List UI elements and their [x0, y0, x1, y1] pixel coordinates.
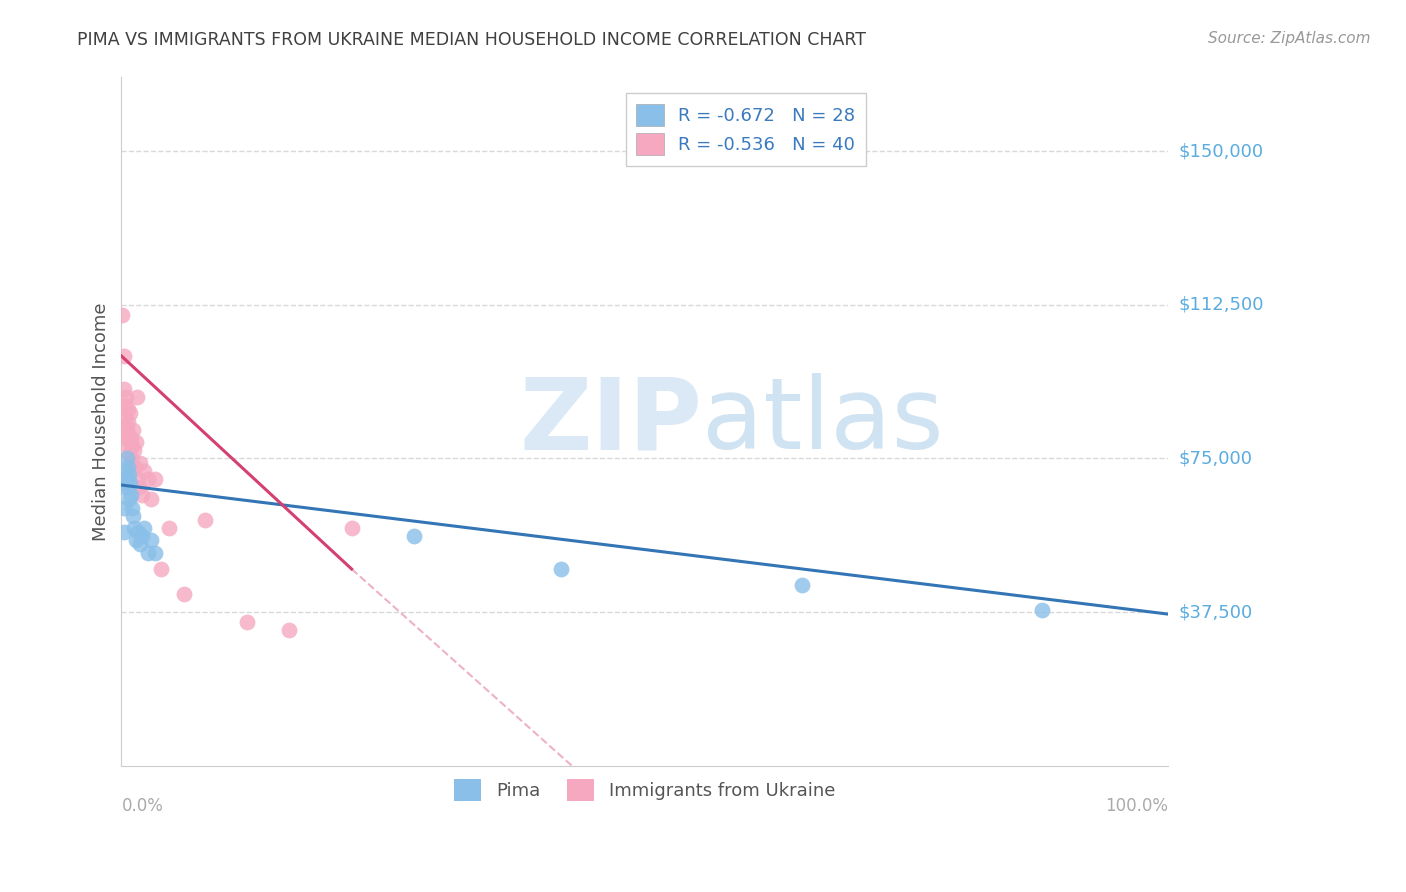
Point: [112, 382, 135, 396]
Point: [114, 398, 136, 412]
Point: [117, 459, 139, 474]
Text: $37,500: $37,500: [1180, 603, 1253, 621]
Point: [790, 578, 813, 592]
Point: [157, 521, 180, 535]
Text: $112,500: $112,500: [1180, 296, 1264, 314]
Point: [118, 431, 141, 445]
Point: [115, 451, 138, 466]
Text: 100.0%: 100.0%: [1105, 797, 1168, 814]
Point: [118, 492, 141, 507]
Point: [122, 521, 145, 535]
Point: [112, 349, 135, 363]
Point: [122, 508, 145, 523]
Point: [550, 562, 572, 576]
Point: [128, 480, 150, 494]
Point: [194, 513, 217, 527]
Point: [340, 521, 363, 535]
Text: ZIP: ZIP: [519, 373, 702, 470]
Text: Source: ZipAtlas.com: Source: ZipAtlas.com: [1208, 31, 1371, 46]
Text: $75,000: $75,000: [1180, 450, 1253, 467]
Point: [127, 472, 149, 486]
Point: [143, 472, 166, 486]
Point: [114, 472, 136, 486]
Point: [117, 402, 139, 417]
Point: [120, 451, 142, 466]
Point: [121, 439, 143, 453]
Point: [115, 423, 138, 437]
Point: [134, 521, 156, 535]
Point: [117, 415, 139, 429]
Point: [111, 308, 134, 322]
Point: [1031, 603, 1053, 617]
Point: [118, 475, 141, 490]
Point: [114, 418, 136, 433]
Point: [127, 525, 149, 540]
Point: [117, 439, 139, 453]
Point: [131, 488, 153, 502]
Point: [139, 533, 162, 548]
Point: [136, 472, 159, 486]
Point: [111, 480, 134, 494]
Point: [143, 546, 166, 560]
Point: [131, 529, 153, 543]
Point: [129, 456, 152, 470]
Text: $150,000: $150,000: [1180, 142, 1264, 161]
Y-axis label: Median Household Income: Median Household Income: [93, 302, 110, 541]
Point: [117, 480, 139, 494]
Point: [112, 525, 135, 540]
Point: [114, 410, 136, 425]
Point: [114, 464, 136, 478]
Point: [404, 529, 426, 543]
Point: [150, 562, 173, 576]
Point: [124, 459, 146, 474]
Point: [129, 537, 152, 551]
Point: [118, 447, 141, 461]
Point: [134, 464, 156, 478]
Point: [136, 546, 159, 560]
Point: [115, 431, 138, 445]
Point: [122, 423, 145, 437]
Text: atlas: atlas: [702, 373, 943, 470]
Point: [121, 500, 143, 515]
Point: [236, 615, 259, 630]
Point: [114, 390, 136, 404]
Text: PIMA VS IMMIGRANTS FROM UKRAINE MEDIAN HOUSEHOLD INCOME CORRELATION CHART: PIMA VS IMMIGRANTS FROM UKRAINE MEDIAN H…: [77, 31, 866, 49]
Point: [120, 431, 142, 445]
Point: [127, 390, 149, 404]
Point: [118, 467, 141, 482]
Point: [139, 492, 162, 507]
Point: [125, 533, 148, 548]
Point: [121, 459, 143, 474]
Point: [277, 624, 299, 638]
Text: 0.0%: 0.0%: [121, 797, 163, 814]
Point: [122, 443, 145, 458]
Point: [112, 500, 135, 515]
Legend: Pima, Immigrants from Ukraine: Pima, Immigrants from Ukraine: [447, 772, 842, 808]
Point: [173, 586, 195, 600]
Point: [115, 472, 138, 486]
Point: [118, 406, 141, 420]
Point: [125, 435, 148, 450]
Point: [120, 488, 142, 502]
Point: [118, 435, 141, 450]
